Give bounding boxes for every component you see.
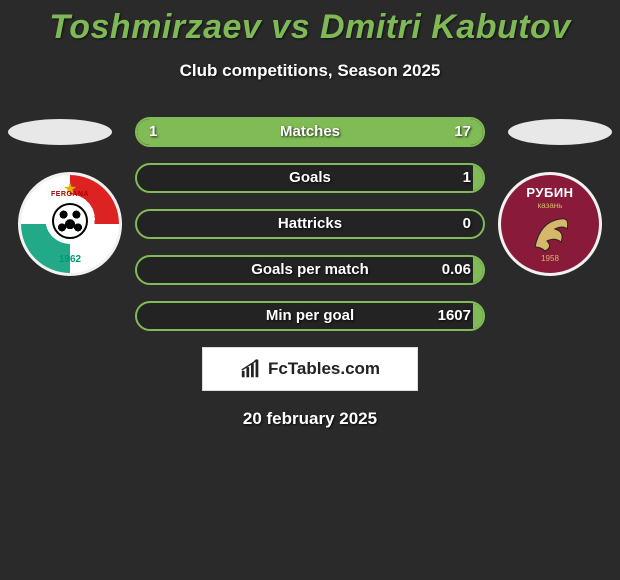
comparison-date: 20 february 2025: [0, 409, 620, 429]
stat-label: Matches: [137, 119, 483, 145]
left-badge-top-text: FERGANA: [21, 191, 119, 198]
left-ellipse: [8, 119, 112, 145]
stats-list: 117Matches 1Goals 0Hattricks 0.06Goals per …: [135, 117, 485, 331]
comparison-title: Toshmirzaev vs Dmitri Kabutov: [0, 8, 620, 47]
stat-label: Goals per match: [137, 257, 483, 283]
left-badge-graphic: FERGANA: [21, 175, 119, 273]
left-team-badge: FERGANA: [18, 172, 122, 276]
right-team-badge: казань 1958: [498, 172, 602, 276]
right-badge-graphic: казань 1958: [501, 175, 599, 273]
comparison-subtitle: Club competitions, Season 2025: [0, 61, 620, 81]
branding-box: FcTables.com: [202, 347, 418, 391]
right-badge-year: 1958: [501, 254, 599, 263]
stat-row: 1Goals: [135, 163, 485, 193]
stat-row: 0Hattricks: [135, 209, 485, 239]
main-area: FERGANA казань 1958 117Matches 1Goals 0Hat…: [0, 117, 620, 429]
stat-label: Goals: [137, 165, 483, 191]
stat-row: 1607Min per goal: [135, 301, 485, 331]
stat-label: Hattricks: [137, 211, 483, 237]
stat-row: 0.06Goals per match: [135, 255, 485, 285]
stat-label: Min per goal: [137, 303, 483, 329]
chart-bars-icon: [240, 358, 262, 380]
stat-row: 117Matches: [135, 117, 485, 147]
branding-text: FcTables.com: [268, 359, 380, 379]
wyvern-icon: [525, 207, 575, 257]
right-ellipse: [508, 119, 612, 145]
soccer-ball-icon: [52, 203, 88, 239]
